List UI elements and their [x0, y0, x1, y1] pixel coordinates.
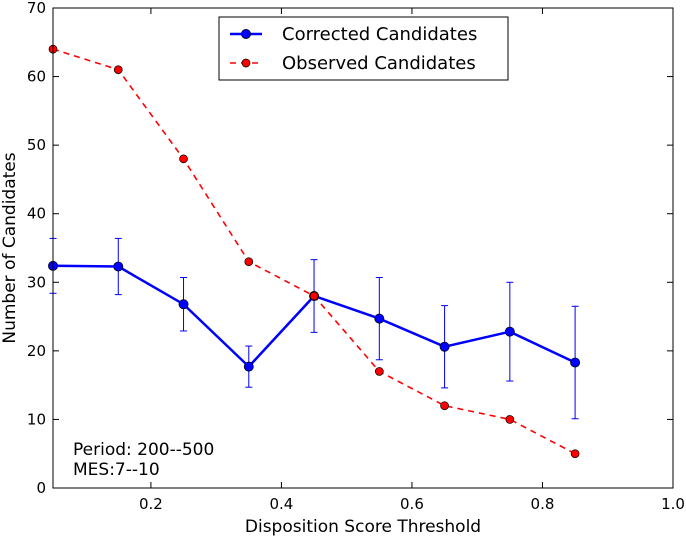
x-tick-label: 0.4 [269, 495, 293, 513]
data-point-observed [570, 449, 580, 459]
data-point-observed [179, 154, 188, 164]
annotation-period: Period: 200--500 [73, 440, 214, 460]
x-tick-label: 0.2 [139, 495, 163, 513]
y-tick-label: 30 [27, 273, 46, 291]
error-bars [49, 237, 579, 420]
y-axis-label: Number of Candidates [0, 152, 20, 343]
legend-swatch-marker-observed [241, 58, 251, 68]
axis-tick-labels: 0.2 0.4 0.6 0.8 1.0 0 10 20 30 40 50 60 70 [27, 0, 685, 513]
x-axis-label: Disposition Score Threshold [245, 517, 481, 537]
x-tick-label: 0.8 [531, 495, 555, 513]
data-point-observed [309, 291, 319, 301]
data-point-corrected [113, 261, 124, 272]
y-tick-label: 20 [27, 342, 46, 360]
series-lines [52, 48, 576, 455]
annotation-mes: MES:7--10 [73, 460, 160, 480]
data-point-corrected [374, 313, 385, 324]
y-tick-label: 0 [36, 479, 46, 497]
data-point-observed [113, 65, 123, 75]
legend-swatch-marker-corrected [241, 29, 251, 39]
x-tick-label: 0.6 [400, 495, 424, 513]
y-tick-label: 10 [27, 410, 46, 428]
plot-frame [52, 7, 674, 489]
legend-box [218, 16, 509, 81]
data-point-observed [374, 367, 384, 376]
legend-label-corrected: Corrected Candidates [282, 24, 477, 45]
y-tick-label: 40 [27, 205, 46, 223]
x-tick-label: 1.0 [661, 495, 685, 513]
data-point-observed [244, 257, 254, 267]
data-point-corrected [439, 341, 450, 352]
data-point-corrected [504, 326, 515, 337]
data-point-corrected [570, 357, 581, 368]
y-tick-label: 50 [27, 136, 46, 154]
axis-ticks [53, 7, 674, 489]
data-point-corrected [178, 299, 189, 310]
data-point-observed [505, 415, 515, 424]
data-point-observed [440, 401, 449, 411]
data-point-corrected [243, 361, 254, 372]
y-tick-label: 60 [27, 68, 46, 86]
legend-label-observed: Observed Candidates [282, 53, 476, 74]
series-markers [48, 44, 581, 459]
y-tick-label: 70 [27, 0, 46, 17]
legend: Corrected Candidates Observed Candidates [218, 16, 509, 81]
series-line-observed [52, 48, 576, 455]
